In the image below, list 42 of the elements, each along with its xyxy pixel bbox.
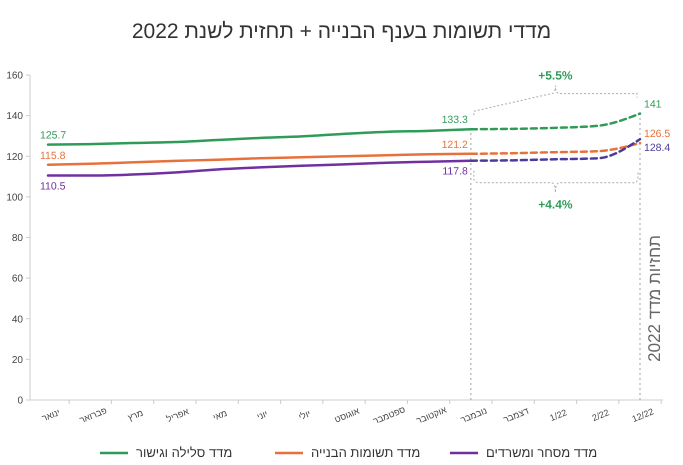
y-tick-label: 100 xyxy=(6,192,24,204)
y-tick-label: 140 xyxy=(6,111,24,122)
data-label: 115.8 xyxy=(40,150,66,162)
x-tick-label: ינואר xyxy=(40,407,62,424)
x-tick-label: מאי xyxy=(212,408,228,423)
annotation: +5.5% xyxy=(538,68,573,83)
data-label: 133.3 xyxy=(442,114,468,126)
data-label: 128.4 xyxy=(644,142,670,154)
annotation: +4.4% xyxy=(538,198,573,212)
x-tick-label: אוקטובר xyxy=(414,404,448,426)
x-tick-label: אוגוסט xyxy=(332,406,362,425)
x-tick-label: 2/22 xyxy=(590,407,611,424)
data-label: 110.5 xyxy=(40,180,66,193)
legend-label: מדד מסחר ומשרדים xyxy=(486,445,598,460)
x-tick-label: 12/22 xyxy=(630,406,656,424)
y-tick-label: 160 xyxy=(6,70,24,82)
x-tick-label: 1/22 xyxy=(548,407,568,424)
legend-label: מדד תשומות הבנייה xyxy=(311,445,420,460)
legend-label: מדד סלילה וגישור xyxy=(136,445,232,460)
y-tick-label: 120 xyxy=(6,152,24,163)
x-tick-label: אפריל xyxy=(165,406,191,424)
chart-title: מדדי תשומות בענף הבנייה + תחזית לשנת 2022 xyxy=(132,20,552,43)
y-tick-label: 0 xyxy=(17,396,24,406)
line-series xyxy=(470,138,642,162)
data-label: 121.2 xyxy=(442,138,468,151)
x-tick-label: דצמבר xyxy=(502,406,530,425)
x-tick-label: יולי xyxy=(297,408,312,422)
y-tick-label: 20 xyxy=(12,354,24,366)
ref-line-label: תחזיות מדד 2022 xyxy=(645,235,664,362)
x-tick-label: פברואר xyxy=(78,405,108,426)
x-tick-label: נובמבר xyxy=(459,405,488,426)
x-tick-label: מרץ xyxy=(126,408,145,423)
data-label: 117.8 xyxy=(442,166,468,178)
x-tick-label: ספטמבר xyxy=(372,404,407,426)
y-tick-label: 80 xyxy=(12,233,24,244)
data-label: 126.5 xyxy=(644,128,670,140)
line-series xyxy=(46,159,472,177)
data-label: 125.7 xyxy=(40,130,66,142)
x-tick-label: יוני xyxy=(256,408,270,422)
data-label: 141 xyxy=(644,98,662,111)
y-tick-label: 60 xyxy=(12,274,24,285)
y-tick-label: 40 xyxy=(12,314,24,326)
